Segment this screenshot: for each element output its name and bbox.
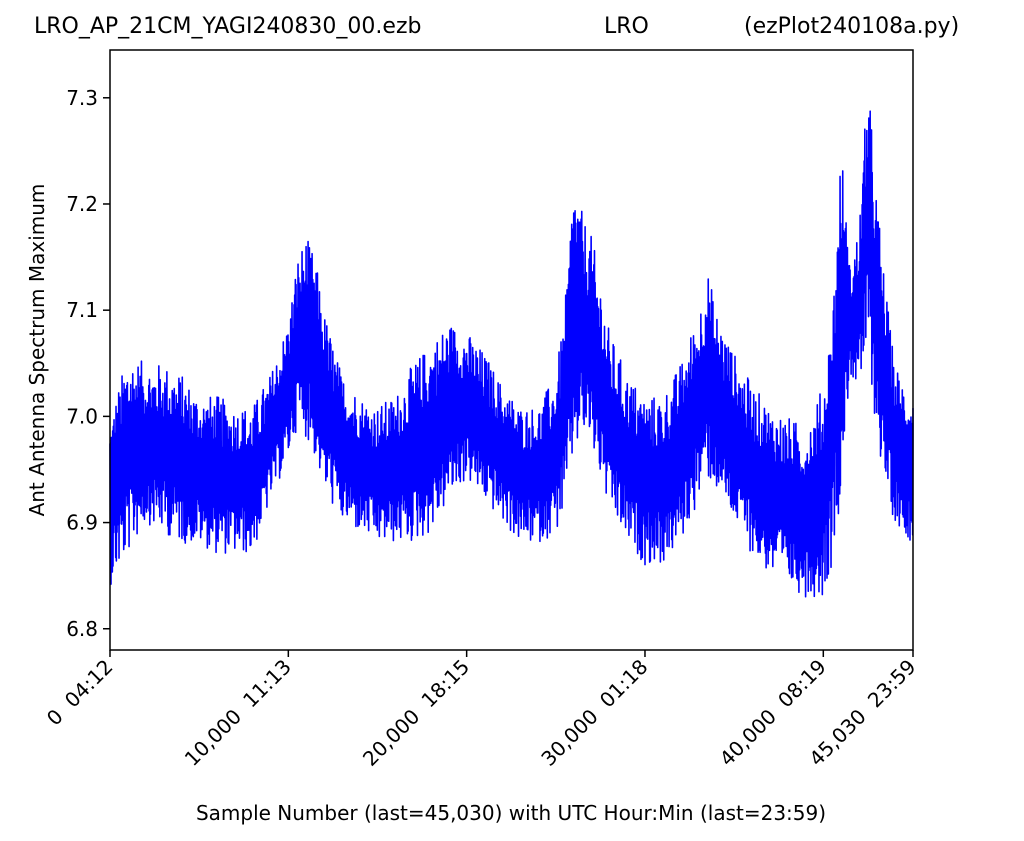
x-axis-label: Sample Number (last=45,030) with UTC Hou… [196,801,826,825]
chart-title-filename: LRO_AP_21CM_YAGI240830_00.ezb [34,14,422,39]
y-tick-label: 7.3 [66,86,98,110]
chart-title-script: (ezPlot240108a.py) [744,14,960,39]
y-tick-label: 7.0 [66,404,98,428]
y-tick-label: 6.9 [66,511,98,535]
x-tick-label: 0 04:12 [42,655,118,731]
y-axis-label: Ant Antenna Spectrum Maximum [25,184,49,517]
x-tick-label: 30,000 01:18 [536,655,652,771]
chart-title-station: LRO [604,14,649,39]
y-tick-label: 6.8 [66,617,98,641]
x-tick-label: 20,000 18:15 [358,655,474,771]
x-tick-label: 10,000 11:13 [180,655,296,771]
plot-frame [109,49,914,651]
y-tick-label: 7.2 [66,192,98,216]
series-line [109,110,914,598]
y-tick-label: 7.1 [66,298,98,322]
